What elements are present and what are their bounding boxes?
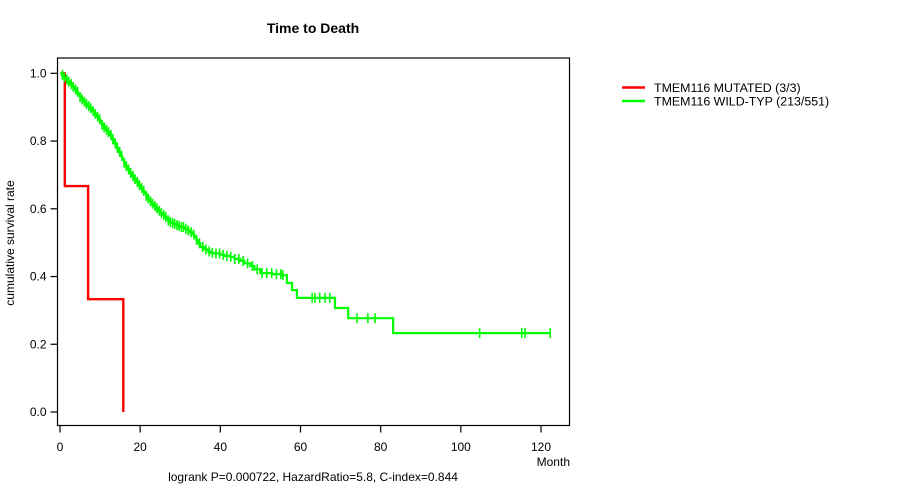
km-curve-wildtype xyxy=(60,72,551,335)
legend: TMEM116 MUTATED (3/3) TMEM116 WILD-TYP (… xyxy=(622,81,829,109)
y-tick-label: 0.2 xyxy=(30,337,47,351)
y-tick-label: 0.6 xyxy=(30,202,47,216)
legend-label-mutated: TMEM116 MUTATED (3/3) xyxy=(654,81,801,95)
x-tick-label: 120 xyxy=(531,440,551,454)
x-axis-unit-label: Month xyxy=(537,455,570,469)
x-tick-label: 80 xyxy=(374,440,388,454)
x-tick-label: 40 xyxy=(214,440,228,454)
y-tick-label: 0.8 xyxy=(30,134,47,148)
x-tick-label: 0 xyxy=(57,440,64,454)
y-axis-label: cumulative survival rate xyxy=(3,180,17,306)
y-tick-label: 1.0 xyxy=(30,67,47,81)
km-curve-mutated xyxy=(60,72,125,412)
legend-label-wildtype: TMEM116 WILD-TYP (213/551) xyxy=(654,95,829,109)
y-tick-label: 0.0 xyxy=(30,405,47,419)
chart-title: Time to Death xyxy=(267,20,359,36)
plot-area: 0.0 0.2 0.4 0.6 0.8 1.0 0 20 40 60 80 100 120 xyxy=(30,57,571,454)
x-tick-label: 100 xyxy=(451,440,471,454)
x-tick-label: 60 xyxy=(294,440,308,454)
stats-footer: logrank P=0.000722, HazardRatio=5.8, C-i… xyxy=(168,470,458,484)
x-tick-label: 20 xyxy=(133,440,147,454)
y-tick-label: 0.4 xyxy=(30,270,47,284)
plot-border xyxy=(56,57,571,427)
